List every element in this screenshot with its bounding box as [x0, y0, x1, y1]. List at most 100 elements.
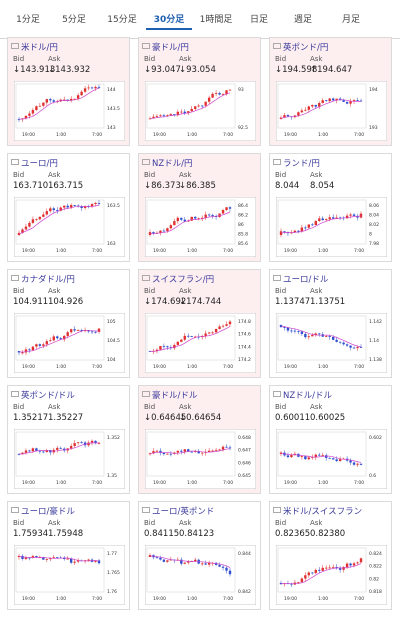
tab-1min[interactable]: 1分足 — [16, 15, 40, 25]
bid-value: ↓86.373 — [144, 181, 181, 191]
candle-body — [225, 567, 228, 571]
tab-monthly[interactable]: 月足 — [341, 15, 360, 25]
ask-label: Ask — [48, 519, 61, 527]
ask-value: 1.35227 — [48, 413, 84, 423]
candle-body — [45, 341, 49, 345]
y-tick-label: 0.822 — [369, 564, 382, 570]
candle-body — [21, 229, 24, 233]
candle-body — [80, 91, 83, 96]
currency-card[interactable]: ランド/円 Bid Ask 8.044 8.054 8.06 8.04 8.02 8 7.98 19… — [269, 153, 392, 262]
currency-card[interactable]: 豪ドル/円 Bid Ask ↓93.047 ↓93.054 93 92.5 19:00 1:00… — [138, 37, 261, 146]
candle-body — [180, 450, 183, 452]
pair-title[interactable]: 英ポンド/円 — [283, 43, 329, 53]
bid-value: 0.60011 — [275, 413, 311, 423]
currency-card[interactable]: スイスフラン/円 Bid Ask ↓174.692 ↓174.744 174.8 174.6… — [138, 269, 261, 378]
candle-body — [17, 555, 21, 557]
pair-title[interactable]: 豪ドル/ドル — [152, 391, 198, 401]
candle-body — [66, 205, 69, 208]
tab-1hour[interactable]: 1時間足 — [199, 15, 233, 25]
pair-title[interactable]: 豪ドル/円 — [152, 43, 189, 53]
candle-body — [152, 451, 155, 454]
candle-body — [293, 230, 297, 233]
currency-card[interactable]: 英ポンド/ドル Bid Ask 1.35217 1.35227 1.352 1.35 19:0… — [7, 385, 130, 494]
currency-card[interactable]: ユーロ/円 Bid Ask 163.710 163.715 163.5 163 19:00 1:… — [7, 153, 130, 262]
currency-card[interactable]: ユーロ/英ポンド Bid Ask 0.84115 0.84123 0.844 0.842 19… — [138, 501, 261, 610]
currency-card[interactable]: 豪ドル/ドル Bid Ask ↓0.64645 ↓0.64654 0.648 0.647 0.… — [138, 385, 261, 494]
candle-body — [349, 101, 352, 104]
candle-body — [204, 333, 207, 336]
pair-title[interactable]: 英ポンド/ドル — [21, 391, 75, 401]
currency-card[interactable]: 米ドル/円 Bid Ask ↓143.913 ↓143.932 144 143.5 143 19… — [7, 37, 130, 146]
bid-label: Bid — [13, 287, 25, 295]
ask-value: 1.75948 — [48, 529, 84, 539]
pair-title[interactable]: カナダドル/円 — [21, 275, 75, 285]
currency-card[interactable]: カナダドル/円 Bid Ask 104.911 104.926 105 104.5 104 19… — [7, 269, 130, 378]
candle-body — [183, 335, 186, 340]
y-tick-label: 8.06 — [369, 203, 379, 209]
x-tick-label: 19:00 — [284, 480, 297, 486]
ask-value: 0.82380 — [310, 529, 346, 539]
candle-body — [187, 111, 190, 114]
price-chart: 163.5 163 19:00 1:00 7:00 — [14, 197, 125, 257]
tab-weekly[interactable]: 週足 — [293, 15, 312, 25]
candle-body — [331, 98, 335, 101]
candle-body — [342, 342, 345, 345]
tab-30min[interactable]: 30分足 — [146, 10, 192, 30]
candle-body — [21, 352, 24, 354]
candle-body — [328, 457, 331, 459]
candle-body — [66, 558, 69, 560]
currency-card[interactable]: ユーロ/豪ドル Bid Ask 1.75934 1.75948 1.77 1.765 1.76… — [7, 501, 130, 610]
pair-title[interactable]: スイスフラン/円 — [152, 275, 215, 285]
pair-title[interactable]: 米ドル/スイスフラン — [283, 507, 363, 517]
y-tick-label: 1.14 — [369, 338, 379, 344]
candle-body — [314, 220, 317, 226]
tab-15min[interactable]: 15分足 — [107, 15, 137, 25]
x-tick-label: 7:00 — [354, 480, 364, 486]
currency-card[interactable]: ユーロ/ドル Bid Ask 1.13747 1.13751 1.142 1.14 1.138… — [269, 269, 392, 378]
ask-value: ↓86.385 — [179, 181, 216, 191]
pair-title[interactable]: ユーロ/豪ドル — [21, 507, 75, 517]
candle-body — [225, 90, 228, 95]
candle-body — [31, 219, 35, 223]
pair-title[interactable]: ユーロ/ドル — [283, 275, 329, 285]
x-tick-label: 7:00 — [223, 596, 233, 602]
candle-body — [31, 346, 35, 351]
pair-title[interactable]: 米ドル/円 — [21, 43, 58, 53]
pair-title[interactable]: ユーロ/円 — [21, 159, 58, 169]
candle-body — [180, 559, 183, 564]
candle-body — [148, 232, 152, 235]
pair-title[interactable]: NZドル/円 — [152, 159, 193, 169]
candle-body — [87, 559, 90, 561]
pair-title[interactable]: NZドル/ドル — [283, 391, 333, 401]
candle-body — [63, 205, 66, 208]
bid-value: 104.911 — [13, 297, 49, 307]
y-tick-label: 0.6 — [369, 473, 376, 479]
candle-body — [187, 335, 190, 337]
x-tick-label: 7:00 — [354, 596, 364, 602]
tab-daily[interactable]: 日足 — [249, 15, 268, 25]
x-tick-label: 19:00 — [153, 248, 166, 254]
candle-body — [159, 115, 162, 117]
x-tick-label: 7:00 — [92, 480, 102, 486]
candle-body — [221, 446, 225, 450]
bid-value: ↓93.047 — [144, 65, 181, 75]
candle-body — [162, 559, 166, 562]
candle-body — [221, 325, 225, 327]
y-tick-label: 1.142 — [369, 319, 382, 325]
candle-body — [211, 450, 214, 452]
currency-card[interactable]: 米ドル/スイスフラン Bid Ask 0.82365 0.82380 0.824 0.822… — [269, 501, 392, 610]
candle-body — [228, 447, 232, 449]
candle-body — [290, 454, 293, 458]
currency-card[interactable]: NZドル/円 Bid Ask ↓86.373 ↓86.385 86.4 86.2 86 85.8… — [138, 153, 261, 262]
pair-title[interactable]: ランド/円 — [283, 159, 320, 169]
price-chart: 1.352 1.35 19:00 1:00 7:00 — [14, 429, 125, 489]
candle-body — [228, 89, 232, 91]
candle-body — [155, 450, 159, 452]
pair-title[interactable]: ユーロ/英ポンド — [152, 507, 215, 517]
currency-card[interactable]: NZドル/ドル Bid Ask 0.60011 0.60025 0.602 0.6 19:00… — [269, 385, 392, 494]
ask-value: ↓143.932 — [48, 65, 91, 75]
tab-5min[interactable]: 5分足 — [62, 15, 86, 25]
flag-icon — [11, 507, 19, 513]
candle-body — [173, 221, 176, 226]
currency-card[interactable]: 英ポンド/円 Bid Ask ↓194.598 ↑194.647 194 193 19:00 1… — [269, 37, 392, 146]
